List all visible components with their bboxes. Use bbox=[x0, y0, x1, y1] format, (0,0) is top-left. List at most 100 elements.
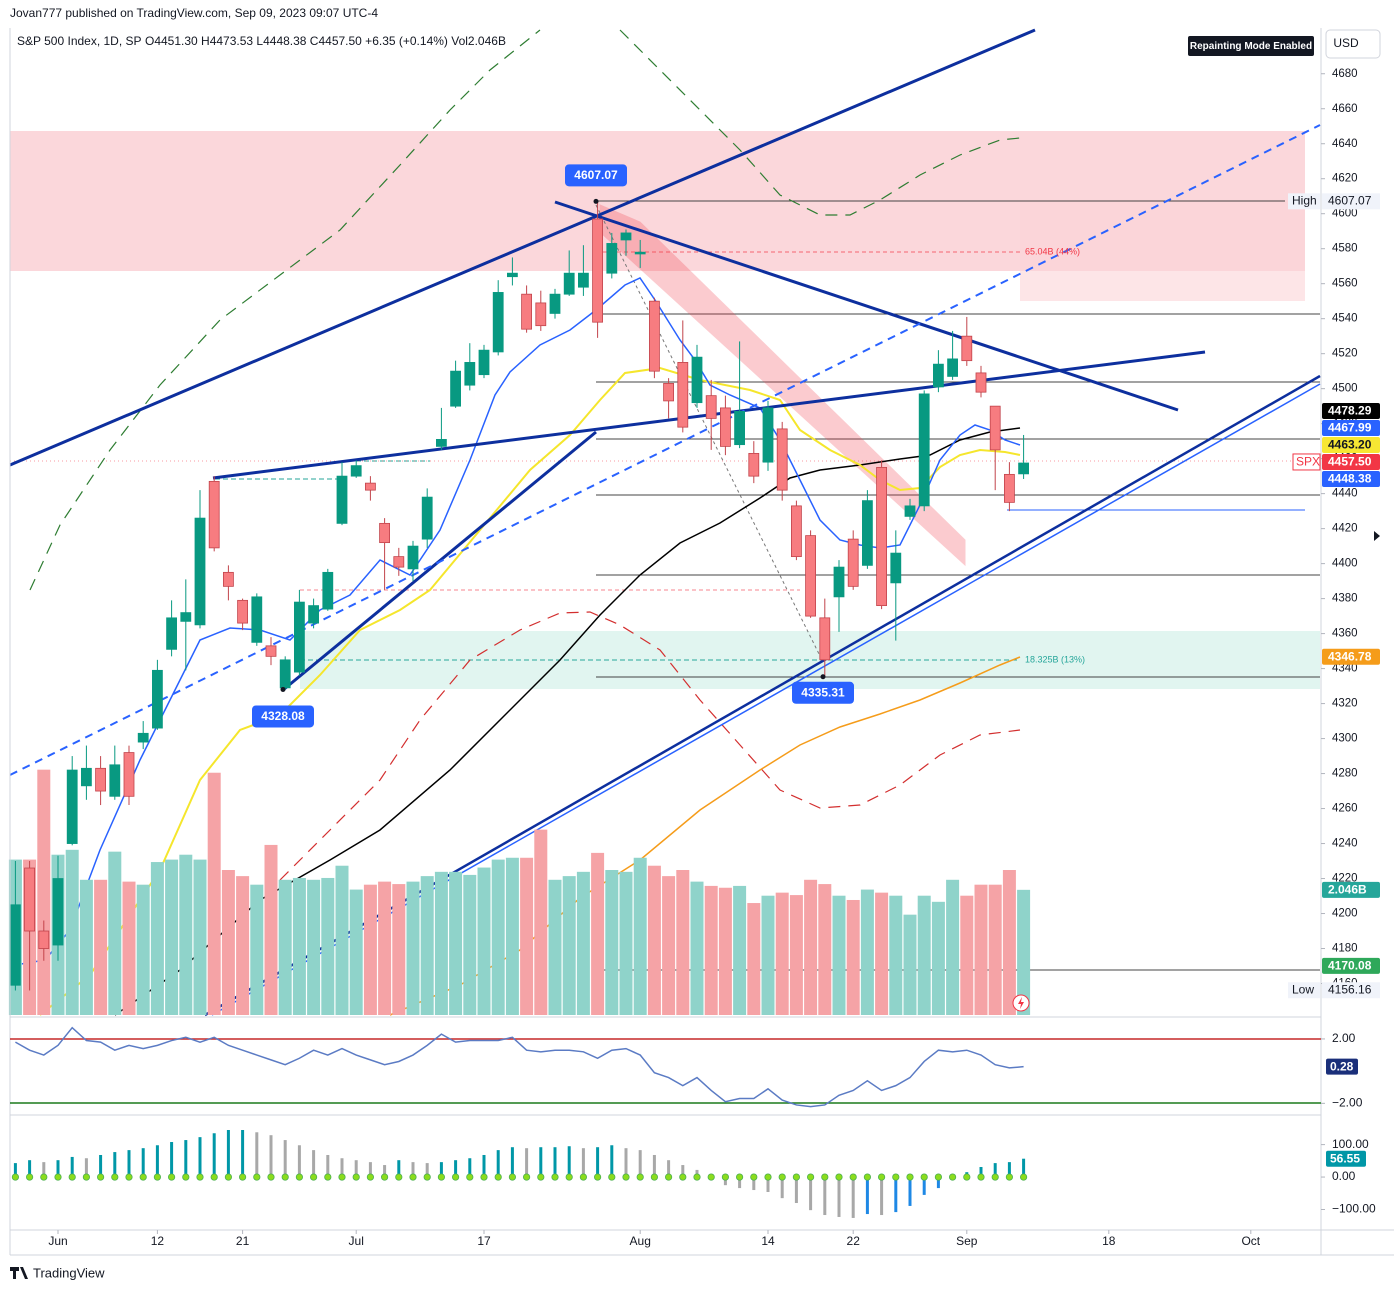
signal-dot bbox=[97, 1173, 105, 1181]
candle-body bbox=[379, 522, 391, 544]
volume-bar bbox=[392, 884, 406, 1015]
candle-body bbox=[620, 232, 632, 241]
signal-dot bbox=[494, 1173, 502, 1181]
volume-bar bbox=[65, 849, 79, 1015]
hist-bar bbox=[241, 1130, 245, 1178]
volume-bar bbox=[221, 870, 235, 1015]
scroll-arrow[interactable] bbox=[1374, 531, 1380, 541]
volume-bar bbox=[576, 871, 590, 1015]
extreme-tag-bg bbox=[1288, 982, 1320, 999]
hist-bar bbox=[794, 1177, 798, 1204]
candle-body bbox=[237, 599, 249, 624]
y-tick-label: 4600 bbox=[1332, 208, 1358, 220]
hist-bar bbox=[198, 1137, 202, 1178]
y-tick-label: 4300 bbox=[1332, 733, 1358, 745]
candle-body bbox=[705, 395, 717, 419]
hist-bar bbox=[539, 1147, 543, 1178]
signal-dot bbox=[139, 1173, 147, 1181]
signal-dot bbox=[508, 1173, 517, 1181]
volume-bar bbox=[534, 829, 548, 1015]
candle-body bbox=[66, 769, 78, 844]
hist-bar bbox=[383, 1165, 387, 1178]
hist-bar bbox=[922, 1177, 926, 1195]
y-tick-label: 4180 bbox=[1332, 943, 1358, 955]
signal-dot bbox=[835, 1173, 843, 1181]
osc-label-box bbox=[1326, 1058, 1358, 1075]
candle-body bbox=[961, 335, 973, 362]
cycle-curve bbox=[29, 29, 541, 591]
candle-body bbox=[478, 349, 490, 376]
hist-bar bbox=[84, 1158, 88, 1178]
hist-bar bbox=[368, 1162, 372, 1178]
volume-bar bbox=[917, 895, 931, 1015]
hist-bar bbox=[454, 1160, 458, 1178]
signal-dot bbox=[849, 1173, 857, 1181]
hist-bar bbox=[354, 1160, 358, 1178]
hist-bar bbox=[667, 1160, 671, 1178]
signal-dot bbox=[295, 1173, 303, 1181]
volume-bar bbox=[37, 769, 51, 1015]
y-tick-label: 4580 bbox=[1332, 243, 1358, 255]
signal-dot bbox=[537, 1173, 545, 1181]
price-label-box bbox=[1322, 470, 1380, 487]
candle-body bbox=[194, 517, 206, 626]
signal-dot bbox=[352, 1173, 360, 1181]
x-tick-label: Aug bbox=[630, 1234, 651, 1248]
hist-bar bbox=[397, 1160, 401, 1178]
hist-bar bbox=[297, 1145, 301, 1178]
price-label: 4170.08 bbox=[1328, 959, 1372, 973]
signal-dot bbox=[792, 1173, 801, 1181]
volume-bar bbox=[548, 879, 562, 1015]
candle-body bbox=[734, 411, 745, 446]
hist-bar bbox=[411, 1162, 415, 1178]
price-label: 4448.38 bbox=[1328, 472, 1372, 486]
volume-bar bbox=[136, 884, 150, 1015]
x-tick-label: 14 bbox=[761, 1234, 775, 1248]
hist-bar bbox=[780, 1177, 784, 1199]
volume-bar bbox=[747, 903, 761, 1015]
volume-bar bbox=[619, 871, 633, 1015]
y-tick-label: 4540 bbox=[1332, 313, 1358, 325]
y-tick-label: 4640 bbox=[1332, 138, 1358, 150]
volume-bar bbox=[704, 885, 718, 1015]
volume-bar bbox=[406, 881, 420, 1015]
candle-body bbox=[251, 596, 263, 643]
volume-bar bbox=[1002, 870, 1016, 1015]
volume-bar bbox=[94, 879, 108, 1015]
y-tick-label: 4380 bbox=[1332, 593, 1358, 605]
price-label-box bbox=[1322, 957, 1380, 974]
signal-dot bbox=[168, 1173, 176, 1181]
symbol-tag-bg bbox=[1292, 453, 1321, 471]
badge: Repainting Mode Enabled bbox=[1190, 41, 1312, 52]
currency-box[interactable] bbox=[1325, 29, 1381, 59]
currency[interactable]: USD bbox=[1333, 36, 1359, 50]
candle-body bbox=[492, 292, 504, 353]
y-tick-label: 4620 bbox=[1332, 173, 1358, 185]
candle-body bbox=[933, 363, 944, 388]
candle-body bbox=[876, 466, 887, 607]
hist-bar bbox=[936, 1177, 940, 1189]
candle-body bbox=[720, 407, 731, 447]
volume-bar bbox=[463, 874, 477, 1015]
candle-body bbox=[506, 272, 518, 278]
signal-dot bbox=[565, 1173, 573, 1181]
signal-dot bbox=[1019, 1173, 1028, 1181]
hist-bar bbox=[851, 1177, 855, 1218]
frame bbox=[9, 28, 1394, 1256]
y-tick-label: 4560 bbox=[1332, 278, 1358, 290]
hist-bar bbox=[752, 1177, 756, 1191]
candle-body bbox=[364, 482, 376, 491]
candle-body bbox=[9, 904, 21, 986]
cycle-curve bbox=[619, 29, 1021, 216]
hist-bar bbox=[496, 1150, 500, 1178]
x-tick-label: 12 bbox=[151, 1234, 165, 1248]
extreme-name: High bbox=[1292, 194, 1317, 208]
signal-dot bbox=[366, 1173, 374, 1181]
volume-bar bbox=[420, 876, 434, 1015]
hist-bar bbox=[681, 1165, 685, 1178]
y-tick-label: 4340 bbox=[1332, 663, 1358, 675]
ohlc-legend: O4451.30 H4473.53 L4448.38 C4457.50 +6.3… bbox=[145, 34, 506, 48]
candle-body bbox=[81, 767, 92, 787]
volume-bar bbox=[150, 862, 164, 1015]
signal-dot bbox=[224, 1173, 232, 1181]
